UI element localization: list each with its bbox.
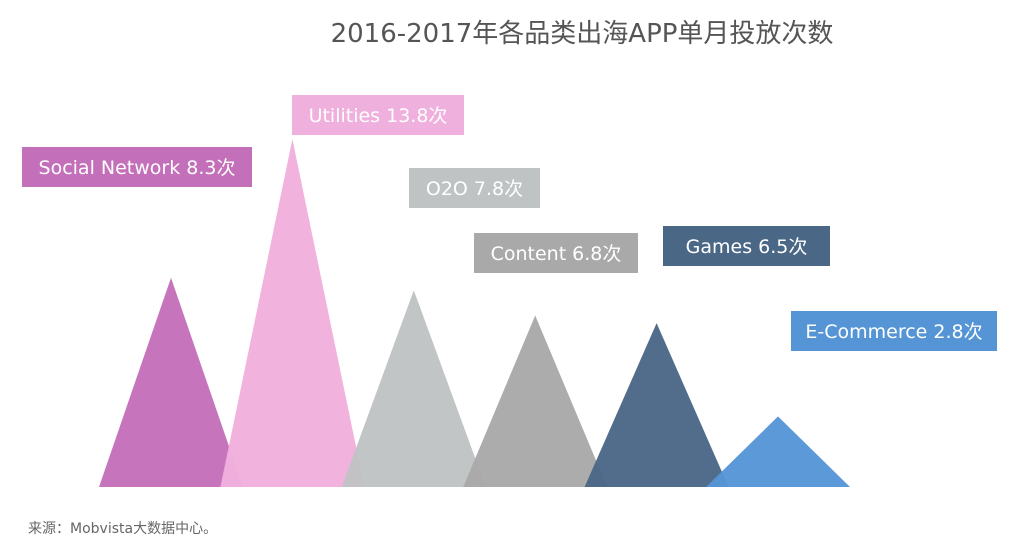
data-label-text: E-Commerce 2.8次 [805,321,982,343]
triangle-o2o [341,290,486,487]
data-label-e-commerce: E-Commerce 2.8次 [791,311,997,351]
data-label-text: O2O 7.8次 [426,178,523,200]
data-label-box [409,168,540,208]
data-label-utilities: Utilities 13.8次 [292,95,464,135]
triangle-utilities [220,139,365,487]
data-label-box [663,226,830,266]
chart-title: 2016-2017年各品类出海APP单月投放次数 [331,19,834,49]
data-label-social-network: Social Network 8.3次 [22,147,252,187]
data-label-text: Content 6.8次 [491,243,622,265]
data-label-text: Utilities 13.8次 [309,105,448,127]
triangle-content [463,315,608,487]
data-label-box [22,147,252,187]
data-label-box [474,233,638,273]
data-label-content: Content 6.8次 [474,233,638,273]
data-label-text: Social Network 8.3次 [39,157,236,179]
data-label-box [292,95,464,135]
triangle-games [584,323,729,487]
triangle-social-network [99,277,243,487]
data-label-o2o: O2O 7.8次 [409,168,540,208]
source-note: 来源：Mobvista大数据中心。 [28,521,217,537]
chart-marks [99,139,850,487]
triangle-e-commerce [706,416,850,487]
data-label-games: Games 6.5次 [663,226,830,266]
data-label-box [791,311,997,351]
data-label-text: Games 6.5次 [686,236,808,258]
chart-labels: Social Network 8.3次 Utilities 13.8次 O2O 7.… [22,95,997,351]
